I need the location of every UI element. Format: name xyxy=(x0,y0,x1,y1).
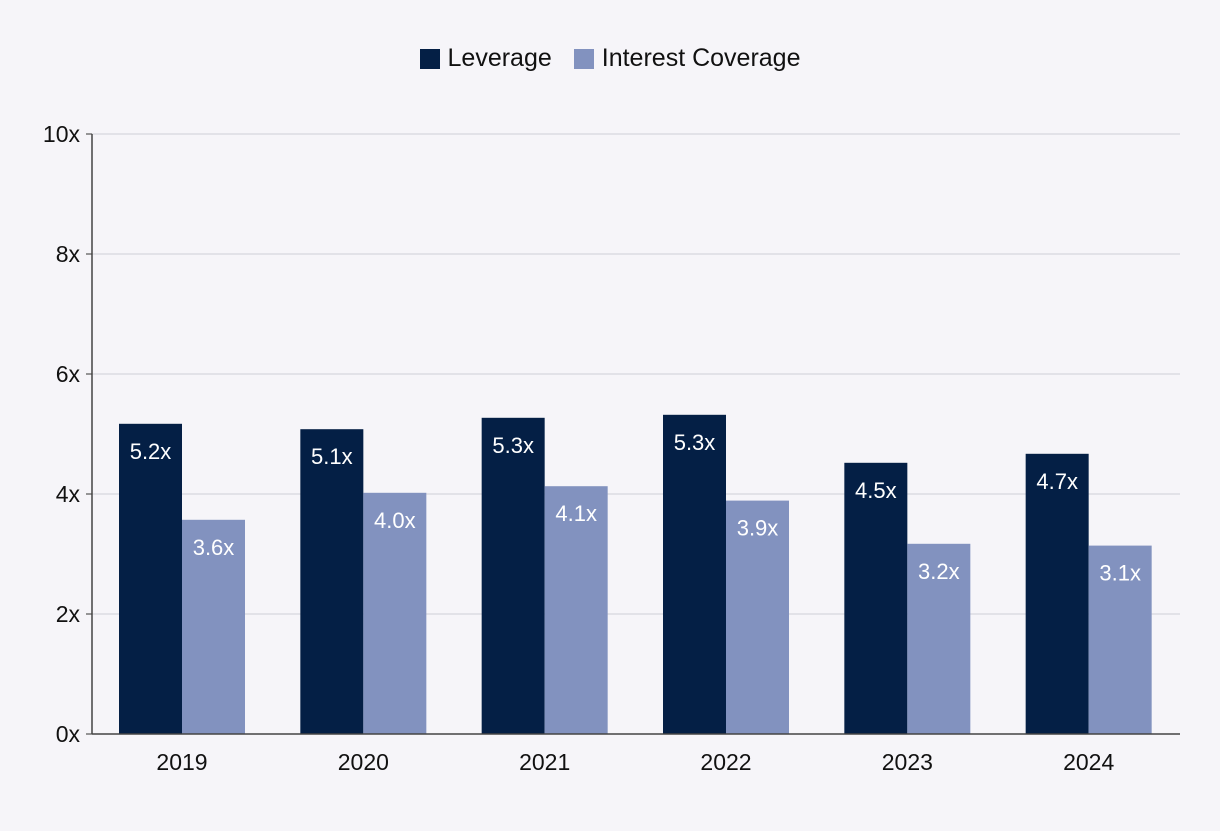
x-tick-label: 2023 xyxy=(882,749,933,775)
bar-leverage-2022 xyxy=(663,414,726,734)
y-tick-label: 4x xyxy=(56,481,81,507)
bar-leverage-2021 xyxy=(481,417,545,734)
data-label: 5.2x xyxy=(130,439,172,464)
bar-leverage-2023 xyxy=(844,462,908,734)
bar-interest-coverage-2020 xyxy=(363,492,427,734)
x-tick-label: 2020 xyxy=(338,749,389,775)
data-label: 5.3x xyxy=(674,430,716,455)
legend-swatch-interest-coverage xyxy=(573,48,594,69)
legend-label-interest-coverage: Interest Coverage xyxy=(601,44,801,72)
x-tick-label: 2021 xyxy=(519,749,570,775)
data-label: 4.1x xyxy=(555,501,597,526)
data-label: 4.5x xyxy=(855,478,897,503)
legend-item-interest-coverage: Interest Coverage xyxy=(573,44,801,73)
data-label: 4.7x xyxy=(1036,469,1078,494)
legend-label-leverage: Leverage xyxy=(447,44,552,72)
data-label: 5.1x xyxy=(311,444,353,469)
data-label: 4.0x xyxy=(374,508,416,533)
x-tick-label: 2019 xyxy=(156,749,207,775)
axes: 0x 2x 4x 6x 8x 10x 2019 2020 2021 2022 2023 2024 xyxy=(43,121,1180,775)
y-tick-label: 0x xyxy=(56,721,81,747)
data-label: 3.9x xyxy=(737,516,779,541)
bar-leverage-2020 xyxy=(300,429,364,734)
data-label: 3.6x xyxy=(193,535,235,560)
legend-item-leverage: Leverage xyxy=(419,44,552,73)
y-tick-label: 8x xyxy=(56,241,81,267)
x-tick-label: 2022 xyxy=(700,749,751,775)
bars xyxy=(119,414,1152,734)
legend-swatch-leverage xyxy=(419,48,440,69)
data-label: 3.2x xyxy=(918,559,960,584)
data-label: 5.3x xyxy=(492,433,534,458)
bar-leverage-2024 xyxy=(1025,453,1089,734)
bar-interest-coverage-2019 xyxy=(182,519,245,734)
grid-lines xyxy=(92,133,1180,615)
data-labels: 5.2x 3.6x 5.1x 4.0x 5.3x 4.1x 5.3x 3.9x 4.5x 3.2x… xyxy=(130,430,1141,586)
y-tick-label: 2x xyxy=(56,601,81,627)
y-tick-label: 6x xyxy=(56,361,81,387)
bar-interest-coverage-2022 xyxy=(726,500,789,734)
x-tick-label: 2024 xyxy=(1063,749,1114,775)
bar-interest-coverage-2023 xyxy=(907,543,971,734)
bar-interest-coverage-2021 xyxy=(544,486,608,734)
y-tick-label: 10x xyxy=(43,121,81,147)
data-label: 3.1x xyxy=(1099,561,1141,586)
legend: Leverage Interest Coverage xyxy=(0,44,1220,73)
bar-interest-coverage-2024 xyxy=(1088,545,1152,734)
bar-leverage-2019 xyxy=(119,423,182,734)
